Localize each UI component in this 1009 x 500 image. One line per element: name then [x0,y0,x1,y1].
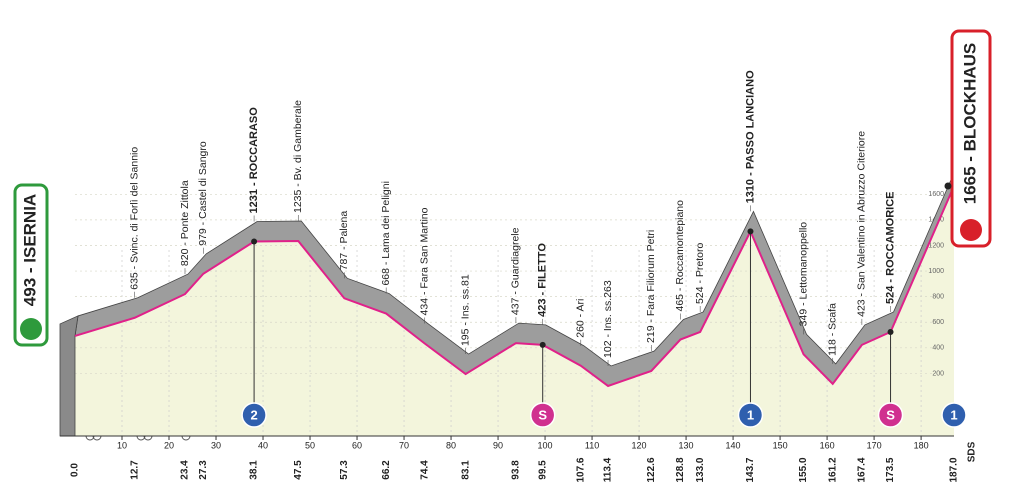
waypoint-box-label: 1665 - BLOCKHAUS [960,43,979,205]
km-label: 113.4 [603,457,614,482]
waypoint-label: 349 - Lettomanoppello [797,222,809,327]
waypoint-label: 524 - ROCCAMORICE [884,191,896,303]
waypoint-label: 465 - Roccamontepiano [674,200,686,312]
waypoint-label: 423 - FILETTO [537,243,549,317]
marker-badge [941,402,967,428]
km-label: 187.0 [949,457,960,482]
km-label: 155.0 [798,457,809,482]
marker-label: 2 [250,407,257,422]
marker-badge [737,402,764,428]
km-label: 122.6 [646,457,657,482]
waypoint-box [13,183,49,347]
waypoint-label: 1310 - PASSO LANCIANO [744,70,756,203]
waypoint-label: 434 - Fara San Martino [419,207,431,315]
km-label: 66.2 [381,460,392,480]
waypoint-label: 1231 - ROCCARASO [248,107,260,214]
marker-dot [887,328,894,335]
y-tick-label: 1000 [928,268,944,275]
km-label: 0.0 [70,463,81,477]
km-label: 161.2 [827,457,838,482]
cyclist-icon [960,219,982,241]
km-label: 167.4 [857,457,868,482]
marker-dot [251,238,258,245]
waypoint-label: 524 - Pretoro [694,243,706,304]
y-tick-label: 1200 [928,242,944,249]
marker-dot [539,341,546,348]
x-tick-label: 120 [632,440,647,450]
footer: SDS [967,441,978,462]
x-tick-label: 30 [211,440,221,450]
km-label: 57.3 [339,460,350,480]
km-label: 12.7 [129,460,140,480]
x-tick-label: 130 [679,440,694,450]
km-label: 47.5 [293,460,304,480]
x-tick-label: 170 [867,440,882,450]
x-tick-label: 20 [164,440,174,450]
km-label: 93.8 [511,460,522,480]
km-label: 173.5 [885,457,896,482]
marker-label: S [886,407,895,422]
waypoint-label: 437 - Guardiagrele [510,227,522,315]
waypoint-label: 635 - Svinc. di Forlì del Sannio [128,147,140,290]
y-tick-label: 600 [932,319,944,326]
waypoint-label: 260 - Ari [575,299,587,338]
x-tick-label: 110 [585,440,599,450]
marker-label: 1 [950,407,957,422]
marker-dot [747,228,754,235]
x-tick-label: 50 [305,440,315,450]
km-label: 99.5 [537,460,548,480]
road-start-face [59,315,79,437]
x-tick-label: 100 [538,440,553,450]
y-tick-label: 1600 [928,191,944,198]
x-tick-label: 160 [820,440,835,450]
km-label: 143.7 [745,457,756,482]
km-label: 128.8 [675,457,686,482]
marker-badge [529,402,556,428]
waypoint-label: 423 - San Valentino in Abruzzo Citeriore [856,131,868,317]
marker-badge [241,402,267,428]
y-tick-label: 800 [932,294,944,301]
km-label: 133.0 [695,457,706,482]
cyclist-icon [20,318,42,340]
x-tick-label: 40 [258,440,268,450]
waypoint-label: 820 - Ponte Zittola [179,180,191,266]
waypoint-label: 787 - Palena [338,211,350,271]
waypoint-label: 668 - Lama dei Peligni [380,181,392,285]
waypoint-label: 195 - Ins. ss.81 [459,274,471,346]
finish-dot [944,182,952,190]
y-tick-label: 200 [932,370,944,377]
waypoint-label: 219 - Fara Filiorum Petri [645,230,657,343]
x-tick-label: 60 [352,440,362,450]
profile-area [75,186,954,436]
waypoint-label: 979 - Castel di Sangro [197,141,209,246]
y-tick-label: 400 [932,345,944,352]
km-label: 83.1 [460,460,471,480]
km-label: 107.6 [575,457,586,482]
x-tick-label: 140 [726,440,741,450]
marker-label: 1 [747,407,754,422]
waypoint-box-label: 493 - ISERNIA [20,194,39,306]
x-tick-label: 70 [399,440,409,450]
x-tick-label: 150 [773,440,788,450]
waypoint-label: 102 - Ins. ss.263 [602,280,614,358]
waypoint-label: 118 - Scafa [827,303,839,356]
x-tick-label: 90 [493,440,503,450]
km-label: 23.4 [180,460,191,480]
km-label: 27.3 [198,460,209,480]
km-label: 38.1 [249,460,260,480]
waypoint-label: 1235 - Bv. di Gamberale [292,100,304,213]
km-label: 74.4 [419,460,430,480]
waypoint-box [950,29,992,248]
x-tick-label: 80 [446,440,456,450]
marker-label: S [538,407,547,422]
marker-badge [877,402,904,428]
x-tick-label: 10 [117,440,127,450]
x-tick-label: 180 [914,440,929,450]
